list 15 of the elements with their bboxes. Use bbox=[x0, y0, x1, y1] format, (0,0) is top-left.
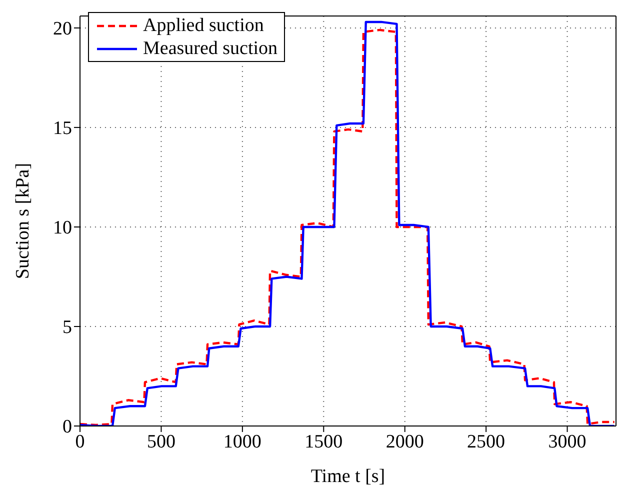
x-axis-title: Time t [s] bbox=[310, 466, 386, 487]
x-tick-label: 3000 bbox=[548, 431, 586, 452]
legend-label: Applied suction bbox=[143, 14, 264, 37]
y-axis-title: Suction s [kPa] bbox=[12, 162, 34, 280]
y-tick-label: 15 bbox=[53, 118, 72, 140]
y-tick-label: 10 bbox=[53, 218, 72, 239]
x-tick-label: 2000 bbox=[386, 431, 424, 452]
legend-label: Measured suction bbox=[143, 37, 278, 60]
x-tick-label: 500 bbox=[146, 431, 176, 452]
x-tick-label: 1500 bbox=[304, 431, 343, 452]
y-tick-label: 5 bbox=[62, 317, 72, 338]
x-tick-label: 1000 bbox=[223, 431, 262, 452]
y-tick-label: 0 bbox=[62, 416, 72, 438]
x-tick-label: 2500 bbox=[467, 431, 506, 452]
y-tick-label: 20 bbox=[53, 18, 72, 40]
